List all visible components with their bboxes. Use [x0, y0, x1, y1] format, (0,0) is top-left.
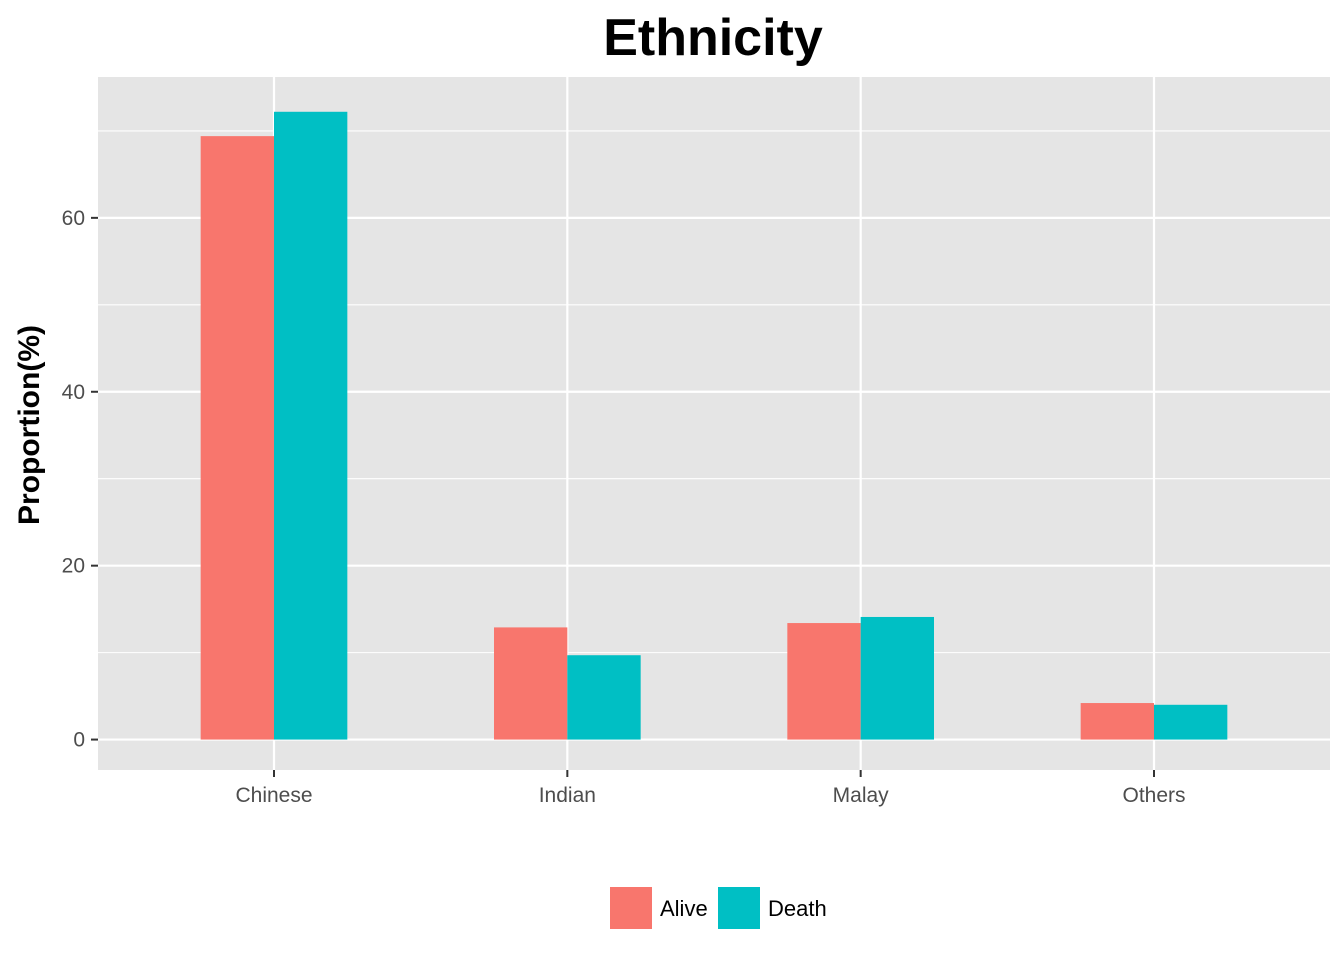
legend-key-death [718, 887, 760, 929]
bar-death-indian [567, 655, 641, 740]
y-tick-label: 0 [73, 729, 85, 752]
chart-title: Ethnicity [603, 9, 823, 67]
y-tick-label: 60 [62, 207, 85, 230]
bar-alive-malay [787, 623, 861, 740]
y-axis: 0 20 40 60 [62, 207, 98, 752]
legend-label-alive: Alive [660, 896, 708, 921]
x-tick-label: Malay [833, 784, 890, 807]
x-axis: Chinese Indian Malay Others [235, 770, 1186, 807]
x-tick-label: Chinese [235, 784, 312, 807]
bar-alive-chinese [200, 136, 274, 740]
y-tick-label: 40 [62, 381, 85, 404]
x-tick-label: Indian [539, 784, 596, 807]
bar-alive-indian [494, 627, 568, 740]
legend-key-alive [610, 887, 652, 929]
bar-death-chinese [274, 111, 348, 740]
bar-alive-others [1080, 703, 1154, 740]
y-axis-title: Proportion(%) [13, 325, 46, 525]
legend: Alive Death [610, 887, 827, 929]
y-tick-label: 20 [62, 555, 85, 578]
bar-death-malay [860, 616, 934, 740]
bar-death-others [1154, 704, 1228, 740]
x-tick-label: Others [1122, 784, 1185, 807]
plot-panel [98, 77, 1330, 770]
legend-label-death: Death [768, 896, 827, 921]
